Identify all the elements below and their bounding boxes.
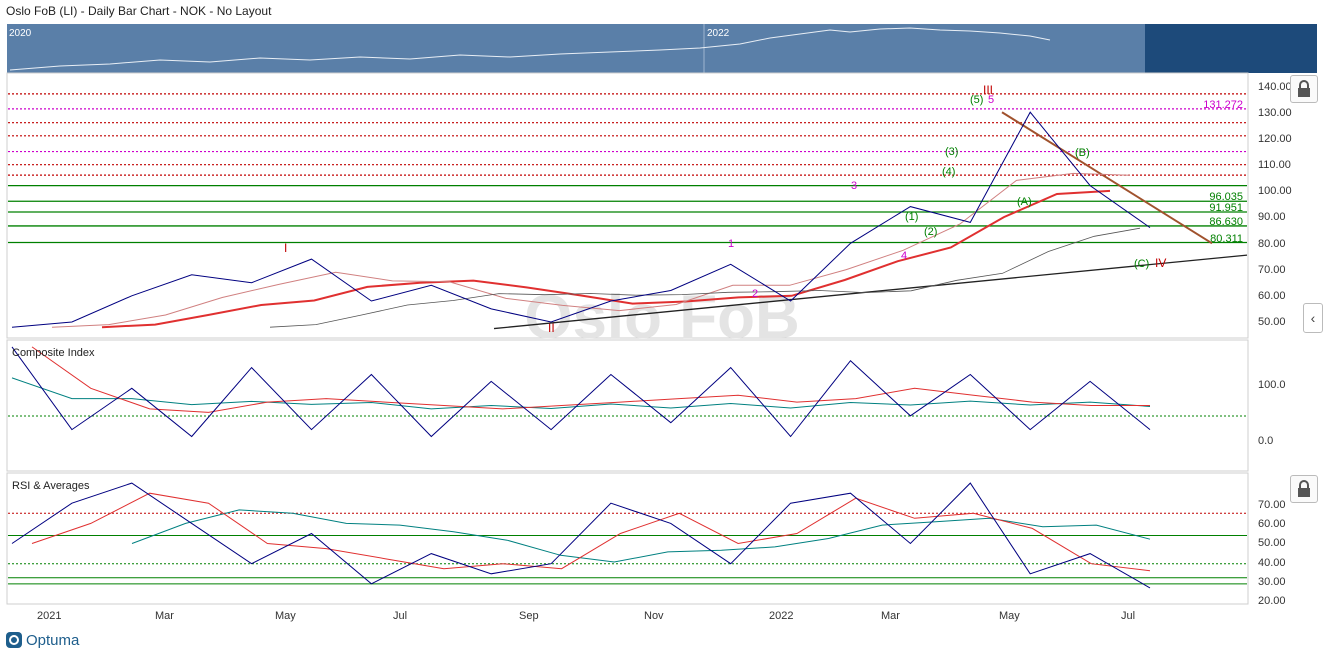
rsi-tick: 40.00 — [1258, 557, 1286, 569]
wave-label: II — [548, 321, 555, 335]
optuma-logo-icon — [6, 632, 22, 648]
x-tick: May — [275, 610, 296, 622]
collapse-arrow-icon[interactable]: ‹ — [1303, 303, 1323, 333]
chart-title: Oslo FoB (LI) - Daily Bar Chart - NOK - … — [6, 4, 272, 18]
rsi-average-fast — [31, 492, 1151, 572]
price-tick: 80.00 — [1258, 238, 1286, 250]
composite-average-long — [11, 377, 1151, 410]
moving-average-slow — [101, 189, 1111, 329]
wave-label: III — [983, 83, 993, 97]
x-tick: Mar — [155, 610, 174, 622]
x-tick: Nov — [644, 610, 664, 622]
wave-label: (C) — [1134, 258, 1149, 270]
rsi-tick: 20.00 — [1258, 595, 1286, 607]
price-tick: 70.00 — [1258, 264, 1286, 276]
x-tick: Mar — [881, 610, 900, 622]
wave-label: 1 — [728, 238, 734, 250]
rsi-tick: 50.00 — [1258, 537, 1286, 549]
level-label: 80.311 — [1210, 233, 1243, 245]
rsi-tick: 60.00 — [1258, 518, 1286, 530]
rsi-series — [11, 482, 1151, 589]
level-label: 131.272 — [1203, 99, 1243, 111]
composite-average-fast — [31, 346, 1150, 413]
moving-average-long — [269, 227, 1141, 328]
price-series — [11, 111, 1151, 328]
wave-label: (B) — [1075, 147, 1090, 159]
rsi-tick: 70.00 — [1258, 499, 1286, 511]
price-panel — [6, 72, 1249, 339]
composite-panel — [6, 339, 1249, 472]
wave-label: I — [284, 241, 287, 255]
composite-tick: 100.0 — [1258, 379, 1286, 391]
x-tick: Jul — [393, 610, 407, 622]
x-tick: Sep — [519, 610, 539, 622]
price-tick: 110.00 — [1258, 159, 1291, 171]
trendline-resistance — [1001, 111, 1213, 245]
wave-label: 5 — [988, 94, 994, 106]
price-tick: 130.00 — [1258, 107, 1292, 119]
navigator-strip[interactable] — [7, 24, 1145, 73]
rsi-average-long — [131, 509, 1151, 563]
lock-icon[interactable] — [1290, 75, 1318, 103]
wave-label: (1) — [905, 211, 918, 223]
wave-label: (4) — [942, 166, 955, 178]
trendline-support — [493, 254, 1248, 330]
x-tick: May — [999, 610, 1020, 622]
wave-label: 4 — [901, 250, 907, 262]
price-tick: 50.00 — [1258, 316, 1286, 328]
wave-label: IV — [1155, 256, 1166, 270]
nav-year-2022: 2022 — [707, 28, 730, 39]
x-tick: Jul — [1121, 610, 1135, 622]
brand-name: Optuma — [26, 631, 80, 649]
wave-label: 3 — [851, 180, 857, 192]
price-tick: 120.00 — [1258, 133, 1292, 145]
composite-series — [11, 346, 1151, 438]
level-label: 96.035 — [1209, 191, 1243, 203]
wave-label: 2 — [752, 288, 758, 300]
wave-label: (2) — [924, 226, 937, 238]
rsi-tick: 30.00 — [1258, 576, 1286, 588]
level-label: 86.630 — [1209, 216, 1243, 228]
composite-tick: 0.0 — [1258, 435, 1273, 447]
composite-title: Composite Index — [12, 347, 95, 359]
wave-label: (3) — [945, 146, 958, 158]
wave-label: (5) — [970, 94, 983, 106]
price-tick: 60.00 — [1258, 290, 1286, 302]
price-tick: 90.00 — [1258, 211, 1286, 223]
level-label: 91.951 — [1209, 202, 1243, 214]
x-tick: 2021 — [37, 610, 61, 622]
rsi-panel — [6, 472, 1249, 605]
navigator-future — [1145, 24, 1317, 73]
rsi-title: RSI & Averages — [12, 480, 90, 492]
nav-year-2020: 2020 — [9, 28, 32, 39]
brand-logo: Optuma — [5, 630, 79, 650]
price-tick: 140.00 — [1258, 81, 1292, 93]
x-tick: 2022 — [769, 610, 793, 622]
wave-label: (A) — [1017, 196, 1032, 208]
price-tick: 100.00 — [1258, 185, 1292, 197]
lock-icon[interactable] — [1290, 475, 1318, 503]
